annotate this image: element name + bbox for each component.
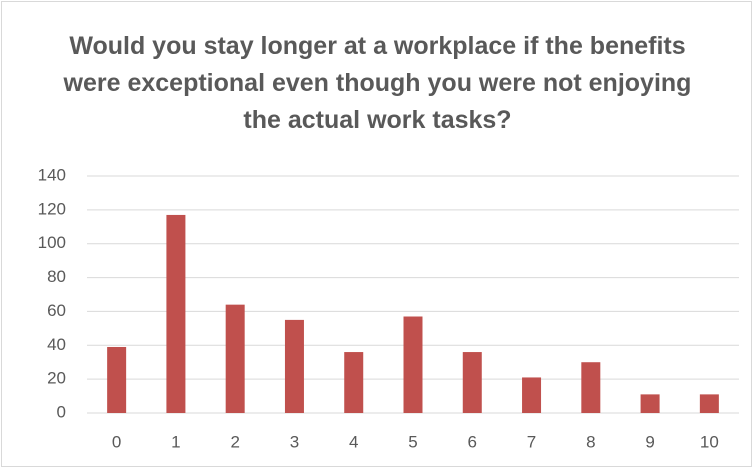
bar — [640, 394, 660, 413]
bar — [166, 214, 186, 413]
y-tick-label: 0 — [57, 402, 66, 421]
x-tick-label: 7 — [527, 432, 536, 451]
y-tick-label: 60 — [47, 301, 66, 320]
y-tick-label: 140 — [38, 165, 66, 184]
bar — [699, 394, 719, 413]
x-tick-label: 9 — [645, 432, 654, 451]
x-tick-label: 3 — [290, 432, 299, 451]
y-tick-label: 20 — [47, 369, 66, 388]
bar — [462, 352, 482, 413]
bar — [284, 319, 304, 413]
bar — [581, 362, 601, 413]
y-tick-label: 80 — [47, 267, 66, 286]
x-tick-label: 1 — [171, 432, 180, 451]
bar — [344, 352, 364, 413]
x-tick-label: 10 — [700, 432, 719, 451]
bar — [107, 346, 127, 413]
x-tick-label: 2 — [230, 432, 239, 451]
y-tick-label: 120 — [38, 199, 66, 218]
x-tick-label: 4 — [349, 432, 358, 451]
y-tick-label: 100 — [38, 233, 66, 252]
y-tick-label: 40 — [47, 335, 66, 354]
bar — [522, 377, 542, 413]
chart-title: Would you stay longer at a workplace if … — [63, 32, 692, 134]
x-tick-label: 5 — [408, 432, 417, 451]
x-tick-label: 6 — [468, 432, 477, 451]
bar — [403, 316, 423, 413]
x-tick-label: 8 — [586, 432, 595, 451]
x-tick-label: 0 — [112, 432, 121, 451]
bar — [225, 304, 245, 413]
